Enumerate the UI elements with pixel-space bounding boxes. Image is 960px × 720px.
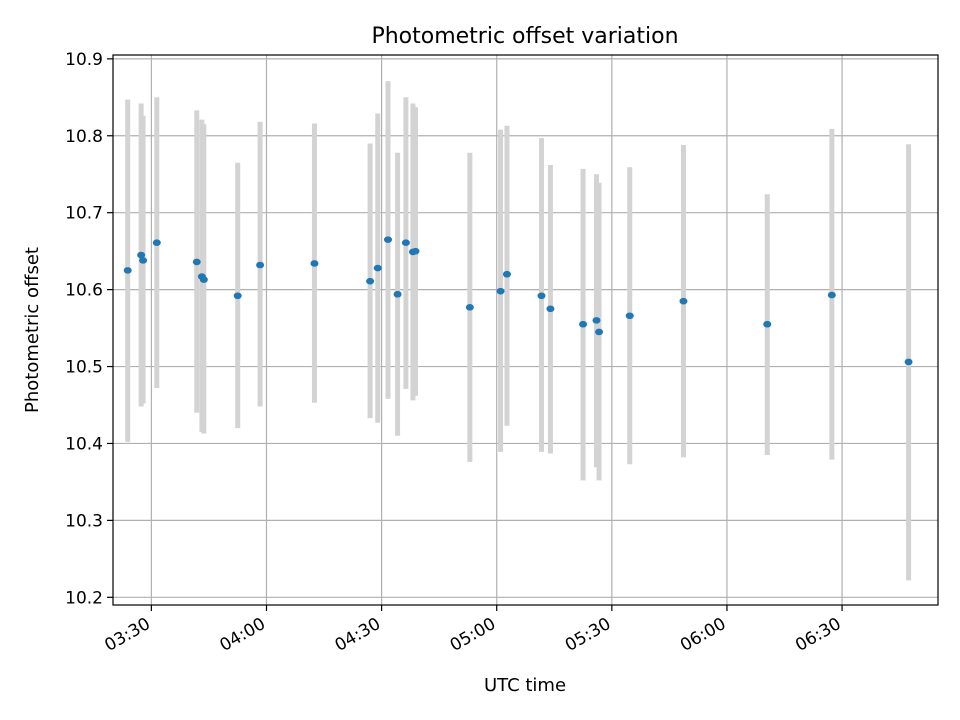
data-point bbox=[592, 317, 601, 324]
data-point bbox=[137, 251, 146, 259]
data-point bbox=[233, 292, 242, 300]
grid bbox=[113, 55, 938, 605]
x-tick-label: 04:00 bbox=[217, 614, 269, 656]
data-point bbox=[827, 291, 836, 299]
data-point bbox=[679, 297, 688, 305]
data-point bbox=[401, 239, 410, 246]
x-ticks: 03:30 04:00 04:30 05:00 05:30 06:00 06:30 bbox=[101, 605, 845, 656]
data-points bbox=[123, 236, 913, 366]
x-tick-label: 05:00 bbox=[447, 614, 499, 656]
x-tick-label: 06:00 bbox=[677, 614, 729, 656]
data-point bbox=[192, 258, 201, 266]
y-tick-label: 10.9 bbox=[65, 50, 103, 70]
data-point bbox=[537, 292, 546, 300]
data-point bbox=[366, 277, 375, 285]
x-tick-label: 03:30 bbox=[101, 614, 153, 656]
y-tick-label: 10.8 bbox=[65, 127, 103, 147]
data-point bbox=[199, 276, 208, 283]
data-point bbox=[904, 358, 913, 366]
y-tick-label: 10.4 bbox=[65, 434, 103, 454]
data-point bbox=[502, 270, 511, 278]
plot-frame bbox=[112, 54, 939, 606]
x-tick-label: 06:30 bbox=[792, 614, 844, 656]
data-point bbox=[579, 320, 588, 328]
data-point bbox=[256, 261, 265, 269]
data-point bbox=[152, 239, 161, 246]
error-bars bbox=[125, 81, 912, 581]
data-point bbox=[595, 328, 604, 336]
y-tick-label: 10.7 bbox=[65, 204, 103, 224]
data-point bbox=[465, 304, 474, 311]
data-point bbox=[310, 260, 319, 267]
y-tick-label: 10.2 bbox=[65, 588, 103, 608]
x-tick-label: 05:30 bbox=[562, 614, 614, 656]
data-point bbox=[384, 236, 392, 243]
chart-title: Photometric offset variation bbox=[371, 24, 678, 49]
data-point bbox=[546, 305, 555, 313]
data-point bbox=[496, 287, 505, 295]
data-point bbox=[625, 312, 634, 320]
x-axis-label: UTC time bbox=[484, 675, 566, 696]
x-tick-label: 04:30 bbox=[332, 614, 384, 656]
data-point bbox=[393, 290, 402, 298]
data-point bbox=[373, 264, 382, 272]
data-point bbox=[123, 267, 132, 274]
y-tick-label: 10.6 bbox=[65, 281, 103, 301]
data-point bbox=[139, 257, 148, 264]
data-point bbox=[411, 247, 420, 255]
y-tick-label: 10.3 bbox=[65, 511, 103, 531]
y-axis-label: Photometric offset bbox=[22, 247, 43, 413]
y-ticks: 10.2 10.3 10.4 10.5 10.6 10.7 10.8 10.9 bbox=[65, 50, 113, 608]
y-tick-label: 10.5 bbox=[65, 358, 103, 378]
data-point bbox=[763, 320, 772, 328]
